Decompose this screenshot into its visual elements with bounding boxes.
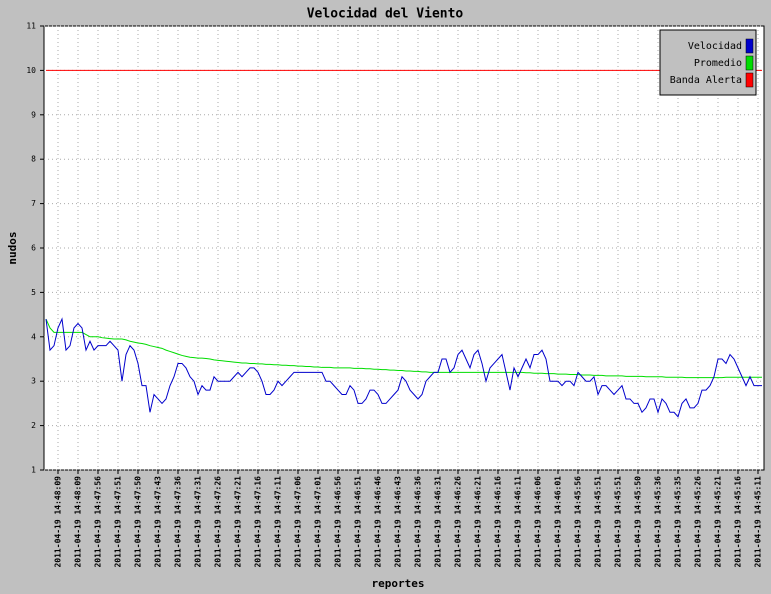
x-tick-label: 2011-04-19 14:46:26 (454, 476, 463, 568)
x-tick-label: 2011-04-19 14:47:51 (114, 476, 123, 568)
x-tick-label: 2011-04-19 14:45:36 (654, 476, 663, 568)
legend-swatch (745, 38, 754, 54)
x-tick-label: 2011-04-19 14:48:09 (74, 476, 83, 568)
x-tick-label: 2011-04-19 14:47:26 (214, 476, 223, 568)
legend-swatch (745, 72, 754, 88)
x-tick-label: 2011-04-19 14:47:56 (94, 476, 103, 568)
x-tick-label: 2011-04-19 14:47:31 (194, 476, 203, 568)
x-tick-label: 2011-04-19 14:46:16 (494, 476, 503, 568)
x-tick-label: 2011-04-19 14:45:16 (734, 476, 743, 568)
series-line (45, 318, 762, 379)
x-tick-label: 2011-04-19 14:48:09 (54, 476, 63, 568)
series-line (45, 317, 762, 418)
x-tick-label: 2011-04-19 14:47:43 (154, 476, 163, 568)
legend-swatch (745, 55, 754, 71)
y-tick-label: 1 (31, 466, 36, 475)
x-tick-label: 2011-04-19 14:46:31 (434, 476, 443, 568)
x-tick-label: 2011-04-19 14:46:51 (354, 476, 363, 568)
x-tick-label: 2011-04-19 14:45:51 (614, 476, 623, 568)
x-tick-label: 2011-04-19 14:46:01 (554, 476, 563, 568)
legend-label: Velocidad (688, 41, 742, 52)
legend-label: Promedio (694, 58, 742, 69)
x-tick-label: 2011-04-19 14:47:06 (294, 476, 303, 568)
x-tick-label: 2011-04-19 14:47:01 (314, 476, 323, 568)
y-tick-label: 4 (31, 332, 36, 341)
x-tick-label: 2011-04-19 14:45:50 (634, 476, 643, 568)
y-axis-label: nudos (6, 231, 19, 264)
x-tick-label: 2011-04-19 14:45:21 (714, 476, 723, 568)
legend-box (659, 29, 757, 96)
x-tick-label: 2011-04-19 14:47:50 (134, 476, 143, 568)
y-tick-label: 5 (31, 288, 36, 297)
x-tick-label: 2011-04-19 14:47:11 (274, 476, 283, 568)
chart-title: Velocidad del Viento (307, 7, 464, 22)
y-tick-label: 2 (31, 421, 36, 430)
x-tick-label: 2011-04-19 14:45:51 (594, 476, 603, 568)
y-tick-label: 6 (31, 244, 36, 253)
x-tick-label: 2011-04-19 14:46:36 (414, 476, 423, 568)
x-tick-label: 2011-04-19 14:45:26 (694, 476, 703, 568)
y-tick-label: 8 (31, 155, 36, 164)
x-axis-label: reportes (372, 577, 425, 590)
x-tick-label: 2011-04-19 14:47:36 (174, 476, 183, 568)
x-tick-label: 2011-04-19 14:46:46 (374, 476, 383, 568)
x-tick-label: 2011-04-19 14:46:21 (474, 476, 483, 568)
x-tick-label: 2011-04-19 14:46:43 (394, 476, 403, 568)
y-tick-label: 11 (26, 22, 36, 31)
x-tick-label: 2011-04-19 14:45:11 (754, 476, 763, 568)
x-tick-label: 2011-04-19 14:46:06 (534, 476, 543, 568)
x-tick-label: 2011-04-19 14:47:16 (254, 476, 263, 568)
x-tick-label: 2011-04-19 14:45:35 (674, 476, 683, 568)
x-tick-label: 2011-04-19 14:45:56 (574, 476, 583, 568)
y-tick-label: 9 (31, 110, 36, 119)
y-tick-label: 3 (31, 377, 36, 386)
x-tick-label: 2011-04-19 14:46:56 (334, 476, 343, 568)
y-tick-label: 10 (26, 66, 36, 75)
x-tick-label: 2011-04-19 14:47:21 (234, 476, 243, 568)
x-tick-label: 2011-04-19 14:46:11 (514, 476, 523, 568)
legend-label: Banda Alerta (670, 75, 742, 86)
y-tick-label: 7 (31, 199, 36, 208)
